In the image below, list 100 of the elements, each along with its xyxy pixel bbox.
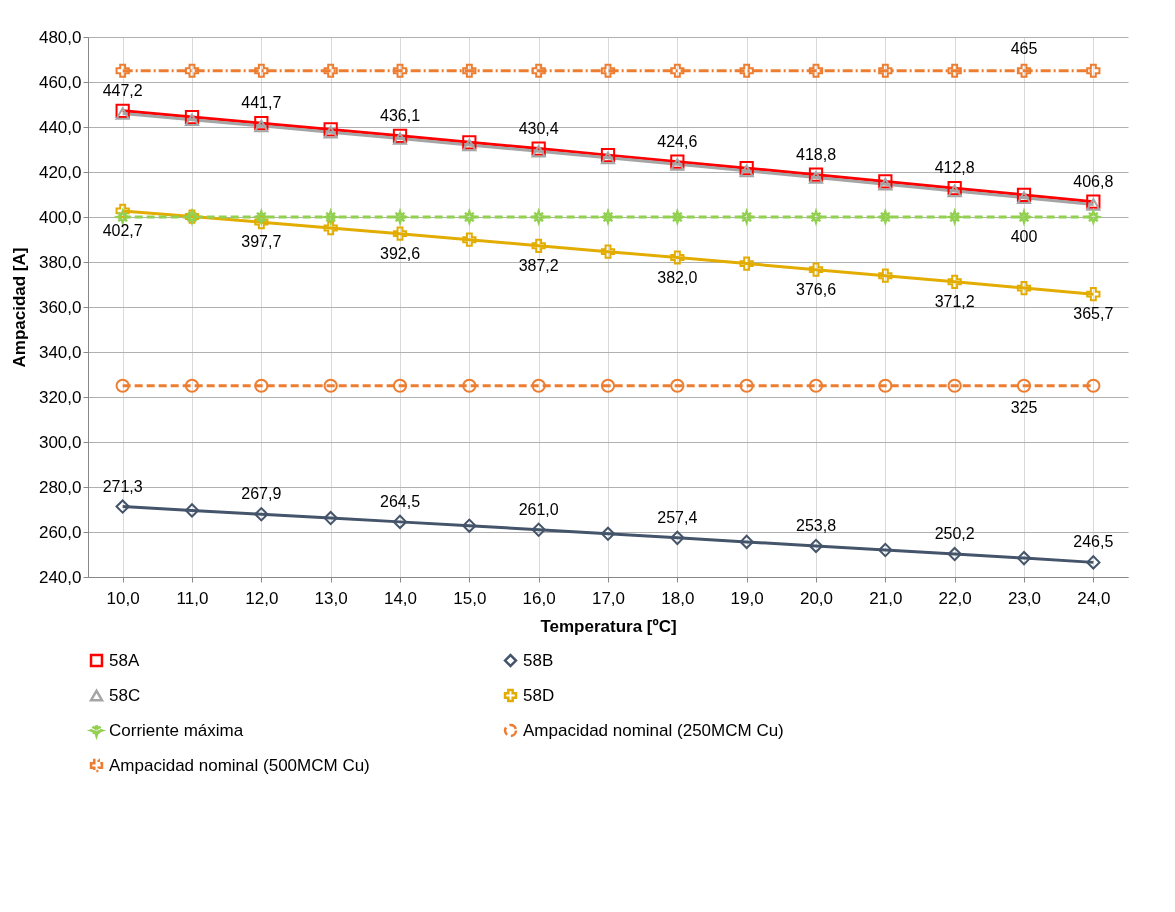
point <box>1086 287 1101 302</box>
point <box>808 63 824 78</box>
point <box>115 378 130 393</box>
point <box>254 63 269 78</box>
point <box>947 274 962 289</box>
point <box>1016 550 1032 566</box>
x-tick-label: 18,0 <box>661 588 695 608</box>
point <box>529 207 546 227</box>
legend-label: Ampacidad nominal (250MCM Cu) <box>523 720 784 740</box>
point <box>739 534 754 550</box>
point <box>252 207 269 227</box>
x-tick-label: 24,0 <box>1077 588 1111 608</box>
data-label: 418,8 <box>795 145 837 163</box>
x-tick-label: 23,0 <box>1007 588 1042 608</box>
legend-label: Corriente máxima <box>109 720 244 740</box>
point <box>670 63 685 78</box>
point <box>323 220 338 236</box>
point <box>670 158 685 171</box>
point <box>1016 280 1032 296</box>
legend-label: 58D <box>523 685 555 705</box>
point <box>115 107 130 120</box>
data-label: 365,7 <box>1073 305 1114 323</box>
legend-label: 58C <box>109 685 141 705</box>
y-tick-label: 260,0 <box>38 522 82 542</box>
x-tick-label: 13,0 <box>314 588 348 608</box>
x-tick-label: 10,0 <box>106 588 140 608</box>
point <box>947 63 962 78</box>
data-label: 382,0 <box>657 268 698 286</box>
x-axis-title: Temperatura [ºC] <box>540 616 677 636</box>
point <box>531 522 546 537</box>
point <box>876 207 893 227</box>
point <box>739 378 754 393</box>
point <box>600 244 616 259</box>
point <box>670 378 685 393</box>
legend-label: 58A <box>109 650 140 670</box>
point <box>115 499 130 514</box>
point <box>254 378 269 393</box>
y-tick-label: 480,0 <box>38 27 82 47</box>
x-tick-label: 15,0 <box>453 588 487 608</box>
x-tick-label: 17,0 <box>591 588 626 608</box>
point <box>600 526 616 541</box>
point <box>670 250 685 265</box>
point <box>1016 63 1032 78</box>
data-label: 392,6 <box>379 244 421 262</box>
point <box>115 203 130 219</box>
point <box>322 207 339 227</box>
point <box>739 256 754 271</box>
point <box>462 378 477 393</box>
data-label: 371,2 <box>934 292 975 310</box>
data-label: 402,7 <box>102 221 143 239</box>
y-tick-label: 360,0 <box>38 297 82 317</box>
data-label: 412,8 <box>934 159 975 177</box>
point <box>947 546 962 562</box>
point <box>184 378 200 393</box>
point <box>462 518 477 533</box>
point <box>878 268 893 283</box>
data-label: 465 <box>1010 39 1038 57</box>
y-tick-label: 320,0 <box>38 387 82 407</box>
y-tick-label: 240,0 <box>38 567 82 587</box>
y-tick-label: 460,0 <box>38 72 82 92</box>
data-label: 267,9 <box>241 485 282 503</box>
point <box>184 503 200 518</box>
point <box>531 63 546 78</box>
point <box>462 232 477 247</box>
point <box>1086 63 1101 78</box>
point <box>323 378 338 393</box>
data-label: 400 <box>1010 228 1038 245</box>
data-label: 406,8 <box>1073 172 1114 190</box>
point <box>323 510 338 526</box>
point <box>808 171 824 184</box>
point <box>392 132 408 145</box>
x-tick-label: 21,0 <box>869 588 903 608</box>
data-label: 261,0 <box>518 500 559 518</box>
y-tick-label: 380,0 <box>38 252 82 272</box>
point <box>1016 207 1034 227</box>
legend-label: 58B <box>523 650 554 670</box>
point <box>392 514 408 529</box>
x-tick-label: 22,0 <box>938 588 972 608</box>
point <box>531 238 546 253</box>
x-tick-label: 11,0 <box>176 588 209 608</box>
point <box>1086 378 1101 393</box>
x-tick-label: 19,0 <box>730 588 764 608</box>
data-label: 325 <box>1010 398 1038 416</box>
data-label: 257,4 <box>657 508 698 526</box>
point <box>392 226 408 241</box>
point <box>808 538 824 554</box>
data-label: 397,7 <box>241 233 282 251</box>
point <box>462 207 479 227</box>
point <box>600 63 616 78</box>
point <box>670 530 685 545</box>
point <box>531 378 546 393</box>
data-label: 436,1 <box>379 106 421 124</box>
legend-label: Ampacidad nominal (500MCM Cu) <box>109 755 370 775</box>
data-label: 246,5 <box>1073 533 1114 551</box>
point <box>878 63 893 78</box>
point <box>947 378 962 393</box>
point <box>1086 207 1103 227</box>
point <box>323 63 338 78</box>
y-axis-title: Ampacidad [A] <box>9 247 29 368</box>
point <box>946 207 963 227</box>
